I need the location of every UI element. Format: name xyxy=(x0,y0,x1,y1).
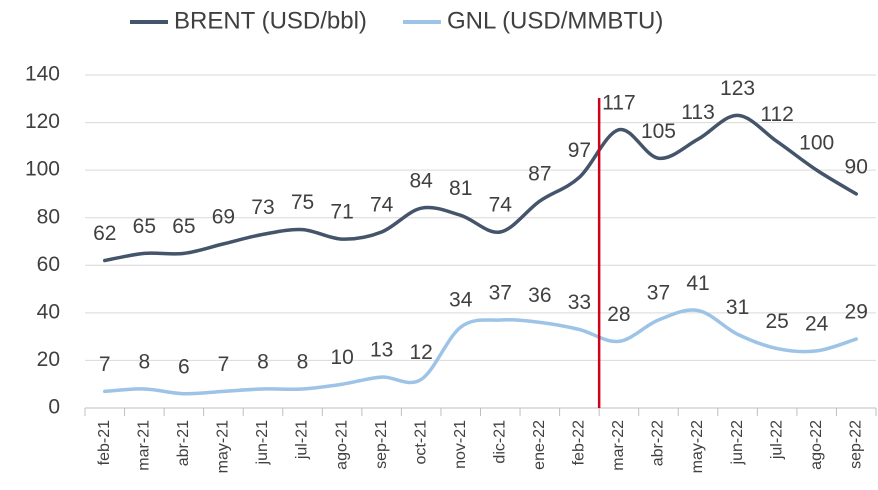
data-label: 8 xyxy=(257,351,269,374)
y-tick-label: 120 xyxy=(25,110,60,133)
data-label: 10 xyxy=(330,346,353,369)
x-tick-label: sep-22 xyxy=(847,420,864,469)
x-tick-label: abr-21 xyxy=(175,420,192,466)
x-tick-label: ago-22 xyxy=(808,420,825,470)
y-tick-label: 40 xyxy=(37,300,60,323)
data-label: 8 xyxy=(138,351,150,374)
data-label: 24 xyxy=(805,312,829,335)
data-label: 71 xyxy=(330,201,353,224)
data-label: 8 xyxy=(297,351,309,374)
data-label: 69 xyxy=(212,205,235,228)
y-tick-label: 20 xyxy=(37,348,60,371)
x-tick-label: mar-21 xyxy=(136,420,153,471)
x-tick-label: jun-22 xyxy=(729,420,746,466)
x-tick-label: mar-22 xyxy=(610,420,627,471)
data-label: 87 xyxy=(528,163,551,186)
data-label: 6 xyxy=(178,355,190,378)
data-label: 36 xyxy=(528,284,551,307)
data-label: 65 xyxy=(133,215,156,238)
x-tick-label: abr-22 xyxy=(650,420,667,466)
data-label: 73 xyxy=(251,196,274,219)
data-label: 112 xyxy=(760,103,793,126)
data-label: 75 xyxy=(291,191,314,214)
legend-label: GNL (USD/MMBTU) xyxy=(447,7,663,34)
data-label: 81 xyxy=(449,177,472,200)
x-tick-label: ene-22 xyxy=(531,420,548,470)
data-label: 65 xyxy=(172,215,195,238)
data-label: 7 xyxy=(99,353,111,376)
x-tick-label: feb-21 xyxy=(96,420,113,465)
x-tick-label: oct-21 xyxy=(412,420,429,465)
x-tick-label: may-22 xyxy=(689,420,706,473)
series-line xyxy=(103,113,858,263)
x-tick-label: jul-21 xyxy=(294,420,311,460)
data-label: 74 xyxy=(489,194,513,217)
x-tick-label: feb-22 xyxy=(571,420,588,465)
data-label: 37 xyxy=(647,282,670,305)
y-tick-label: 0 xyxy=(48,396,60,419)
data-label: 97 xyxy=(568,139,591,162)
x-tick-label: ago-21 xyxy=(333,420,350,470)
data-label: 62 xyxy=(93,222,116,245)
data-label: 100 xyxy=(799,132,834,155)
data-label: 31 xyxy=(726,296,749,319)
data-label: 37 xyxy=(489,282,512,305)
y-tick-label: 80 xyxy=(37,205,60,228)
data-label: 105 xyxy=(641,120,676,143)
x-tick-label: sep-21 xyxy=(373,420,390,469)
data-label: 74 xyxy=(370,194,394,217)
y-tick-label: 60 xyxy=(37,253,60,276)
data-label: 84 xyxy=(409,170,433,193)
data-label: 28 xyxy=(607,303,630,326)
y-tick-label: 100 xyxy=(25,158,60,181)
data-label: 113 xyxy=(681,101,714,124)
data-label: 33 xyxy=(568,291,591,314)
data-label: 34 xyxy=(449,289,473,312)
x-tick-label: nov-21 xyxy=(452,420,469,469)
x-tick-label: jul-22 xyxy=(768,420,785,460)
data-label: 117 xyxy=(602,91,635,114)
x-tick-label: dic-21 xyxy=(491,420,508,464)
data-label: 7 xyxy=(218,353,230,376)
data-label: 90 xyxy=(845,155,868,178)
series-line xyxy=(103,308,858,396)
data-label: 25 xyxy=(765,310,788,333)
data-label: 41 xyxy=(686,272,709,295)
y-tick-label: 140 xyxy=(25,63,60,86)
x-tick-label: jun-21 xyxy=(254,420,271,466)
data-label: 29 xyxy=(845,301,868,324)
legend-label: BRENT (USD/bbl) xyxy=(174,7,367,34)
data-label: 123 xyxy=(720,77,755,100)
data-label: 12 xyxy=(409,341,432,364)
x-tick-label: may-21 xyxy=(215,420,232,473)
data-label: 13 xyxy=(370,339,393,362)
